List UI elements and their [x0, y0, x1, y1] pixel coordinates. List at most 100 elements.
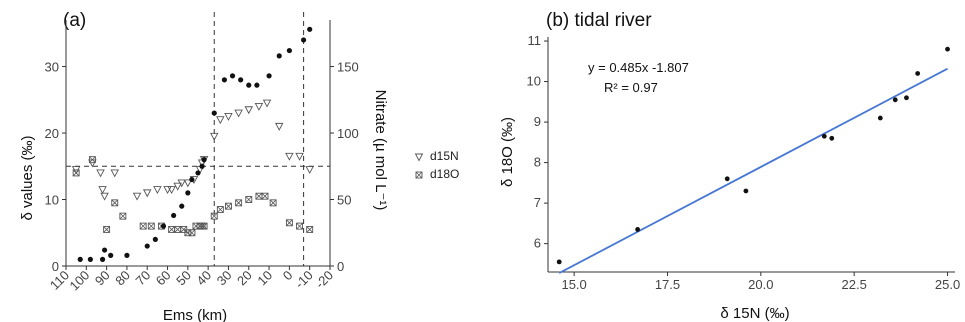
marker-cross	[286, 219, 293, 227]
marker-cross	[245, 196, 253, 203]
nitrate-point	[211, 110, 217, 116]
scatter-point	[877, 115, 883, 121]
panel-a-y2-axis-title: Nitrate (µ mol L⁻¹)	[372, 90, 389, 211]
nitrate-point	[152, 236, 158, 243]
d18o-point	[225, 202, 232, 210]
d15n-point	[224, 112, 233, 121]
scatter-point	[892, 97, 898, 103]
regression-line	[558, 67, 948, 274]
panel-a-x-tick-label: -20	[312, 268, 336, 292]
panel-a-x-tick-label: 40	[193, 268, 214, 289]
d18o-point	[235, 199, 243, 207]
panel-a-x-axis-title: Ems (km)	[163, 307, 227, 322]
marker-cross	[180, 226, 188, 233]
d15n-point	[98, 186, 107, 194]
scatter-point	[915, 71, 921, 76]
d18o-point	[188, 229, 196, 237]
marker-cross	[210, 212, 218, 220]
marker-cross	[269, 199, 277, 207]
marker-square	[139, 222, 147, 230]
panel-a-x-tick-label: 80	[112, 268, 133, 289]
d15n-point	[209, 132, 219, 141]
d15n-point	[110, 169, 119, 178]
d15n-point	[142, 189, 152, 198]
marker-square	[216, 206, 224, 213]
marker-square	[72, 169, 80, 177]
d18o-point	[296, 222, 303, 230]
marker-cross	[72, 169, 80, 177]
d15n-point	[163, 186, 172, 194]
legend-item-d15n-label: d15N	[430, 149, 459, 163]
panel-b-x-tick-label: 17.5	[655, 277, 680, 292]
panel-a-marks	[71, 26, 314, 262]
nitrate-point	[179, 203, 185, 209]
panel-a-x-tick-label: 20	[234, 268, 255, 289]
marker-cross	[255, 192, 263, 200]
marker-square	[188, 229, 196, 237]
nitrate-point	[221, 77, 227, 83]
nitrate-point	[195, 170, 201, 176]
nitrate-point	[307, 26, 313, 32]
marker-square	[296, 222, 303, 230]
marker-cross	[111, 199, 119, 207]
marker-cross	[188, 229, 196, 237]
panel-a-y2-tick-label: 0	[337, 259, 344, 274]
marker-cross	[415, 171, 423, 179]
marker-square	[225, 202, 232, 210]
d15n-point	[183, 179, 193, 188]
d15n-point	[234, 109, 243, 118]
d15n-point	[262, 99, 272, 108]
d15n-point	[244, 106, 254, 115]
marker-square	[285, 219, 293, 227]
d18o-point	[261, 192, 269, 200]
marker-cross	[174, 226, 181, 233]
d15n-point	[285, 152, 294, 161]
d15n-point	[100, 192, 109, 201]
nitrate-point	[77, 256, 83, 262]
panel-a-x-tick-label: 60	[153, 268, 174, 289]
d18o-point	[72, 169, 80, 177]
panel-b-y-tick-label: 7	[534, 195, 541, 210]
nitrate-point	[301, 37, 307, 43]
nitrate-point	[160, 223, 167, 229]
nitrate-point	[246, 82, 252, 88]
nitrate-point	[99, 256, 106, 262]
nitrate-point	[108, 252, 114, 258]
scatter-point	[556, 259, 562, 265]
nitrate-point	[254, 82, 260, 88]
panel-a-y-tick-label: 20	[45, 126, 59, 141]
panel-b-marks	[556, 46, 950, 274]
panel-b-x-tick-label: 20.0	[748, 277, 773, 292]
marker-cross	[139, 222, 147, 230]
panel-a-x-tick-label: 70	[133, 268, 154, 289]
d18o-point	[119, 212, 127, 220]
d15n-point	[153, 186, 162, 194]
d15n-point	[177, 179, 187, 188]
panel-a-y2-tick-label: 50	[337, 193, 351, 208]
marker-cross	[168, 226, 175, 233]
d18o-point	[210, 212, 218, 220]
scatter-point	[945, 46, 950, 52]
legend-item-d18o-marker	[415, 171, 423, 179]
d15n-point	[167, 186, 176, 194]
legend-item-d15n-marker	[414, 153, 424, 162]
marker-square	[245, 196, 253, 203]
d18o-point	[306, 225, 314, 233]
nitrate-point	[199, 163, 205, 169]
marker-cross	[261, 192, 269, 200]
panel-a-x-tick-label: 30	[214, 268, 235, 289]
panel-b-x-tick-label: 22.5	[842, 277, 867, 292]
panel-b-x-axis-title: δ 15N (‰)	[720, 305, 789, 322]
regression-equation: y = 0.485x -1.807	[588, 60, 689, 75]
marker-cross	[217, 206, 224, 213]
panel-b-x-tick-label: 15.0	[561, 277, 586, 292]
panel-a-y-tick-label: 30	[45, 60, 59, 75]
d18o-point	[88, 156, 96, 164]
marker-cross	[296, 222, 303, 230]
d15n-point	[132, 192, 142, 201]
panel-b-y-tick-label: 11	[528, 33, 542, 48]
nitrate-point	[266, 73, 272, 79]
d15n-point	[295, 152, 304, 161]
